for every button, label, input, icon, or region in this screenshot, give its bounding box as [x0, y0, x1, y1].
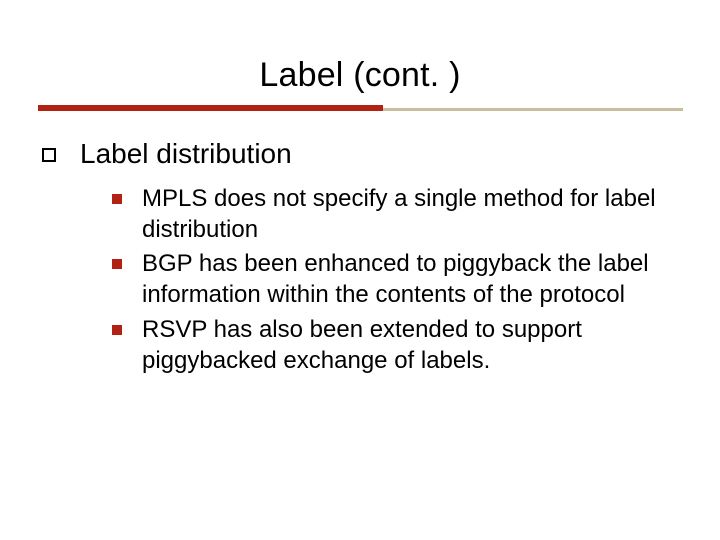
title-underline — [0, 105, 720, 115]
level1-text: Label distribution — [80, 138, 292, 170]
slide-title: Label (cont. ) — [0, 56, 720, 95]
body-area: Label distribution MPLS does not specify… — [38, 138, 680, 380]
level1-item: Label distribution — [38, 138, 680, 170]
level2-text: MPLS does not specify a single method fo… — [142, 184, 680, 245]
level2-text: RSVP has also been extended to support p… — [142, 315, 680, 376]
hollow-square-bullet-icon — [42, 148, 56, 162]
level2-text: BGP has been enhanced to piggyback the l… — [142, 249, 680, 310]
title-area: Label (cont. ) — [0, 0, 720, 115]
filled-square-bullet-icon — [112, 194, 122, 204]
filled-square-bullet-icon — [112, 325, 122, 335]
underline-red-segment — [38, 105, 383, 111]
level2-item: RSVP has also been extended to support p… — [110, 315, 680, 376]
filled-square-bullet-icon — [112, 259, 122, 269]
level2-item: MPLS does not specify a single method fo… — [110, 184, 680, 245]
level2-list: MPLS does not specify a single method fo… — [110, 184, 680, 376]
level2-item: BGP has been enhanced to piggyback the l… — [110, 249, 680, 310]
slide: Label (cont. ) Label distribution MPLS d… — [0, 0, 720, 540]
underline-tan-segment — [383, 108, 683, 111]
